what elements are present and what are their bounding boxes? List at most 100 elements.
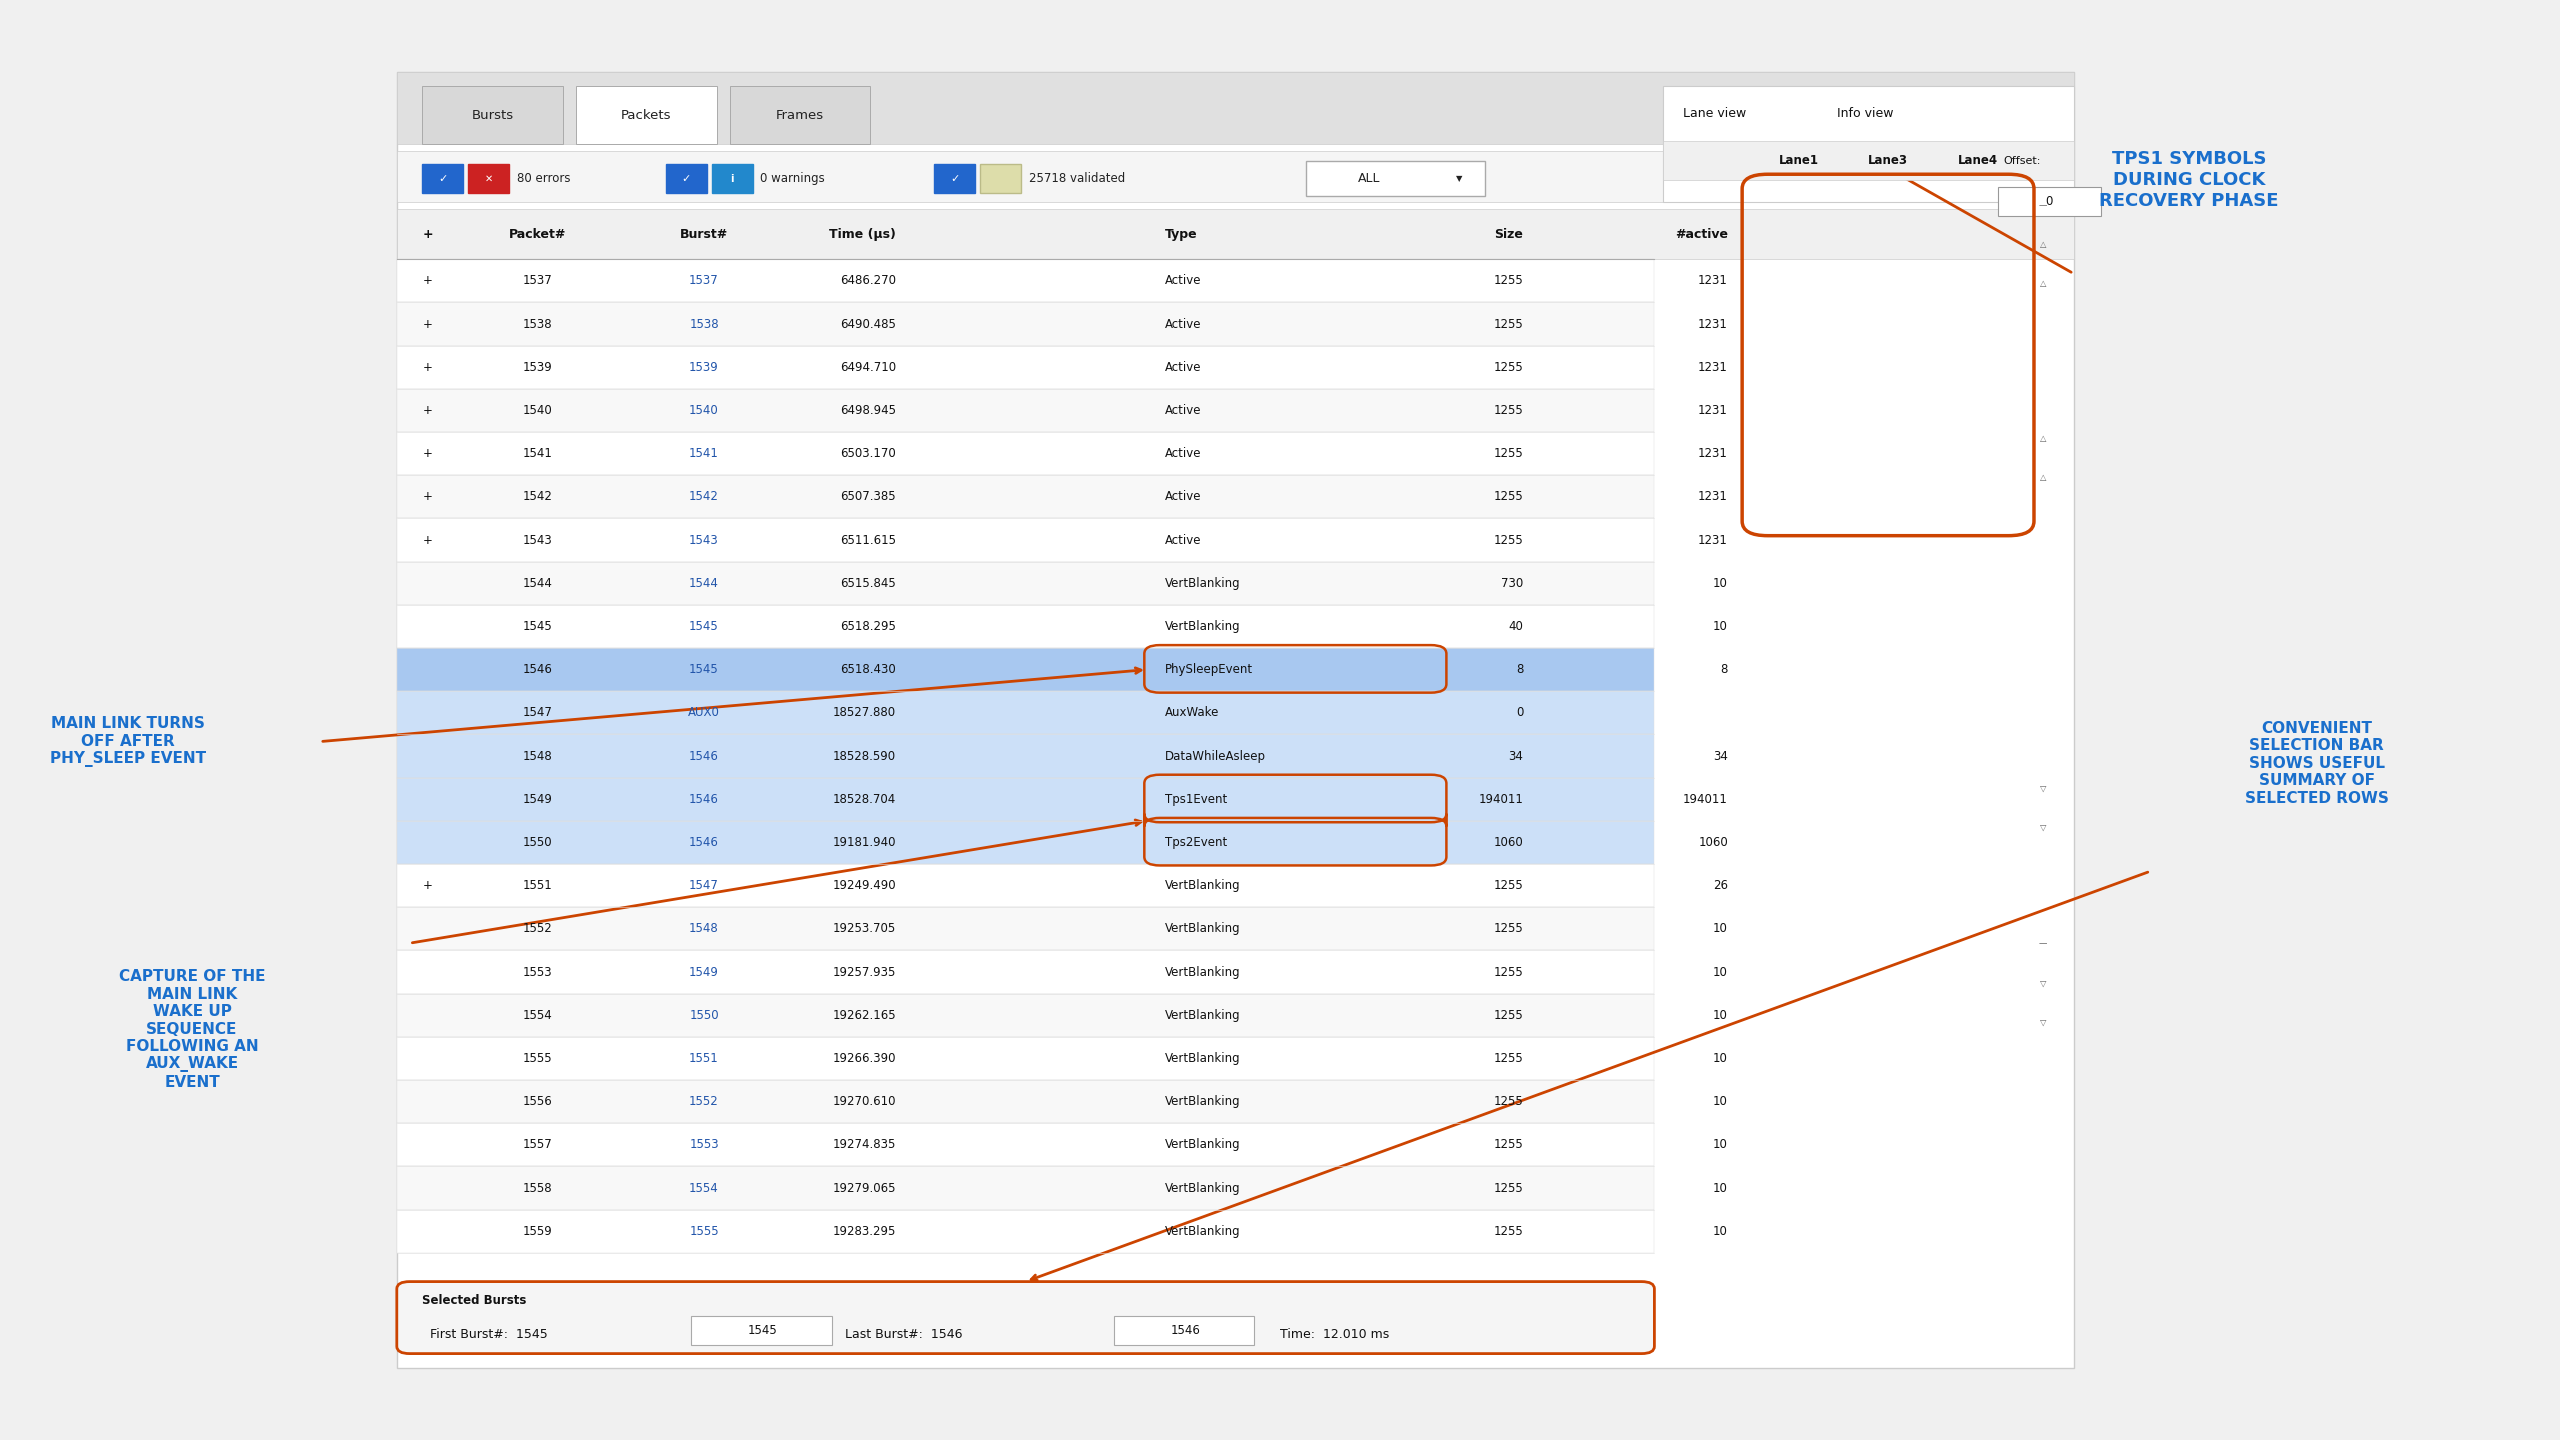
Text: 1555: 1555 (522, 1051, 553, 1066)
Text: VertBlanking: VertBlanking (1165, 1051, 1242, 1066)
Text: 1231: 1231 (1697, 446, 1728, 461)
Bar (397, 734, 1654, 778)
Text: 6515.845: 6515.845 (840, 576, 896, 590)
Text: 1548: 1548 (522, 749, 553, 763)
Text: 1255: 1255 (1492, 1138, 1523, 1152)
Bar (397, 259, 1654, 302)
Text: 6507.385: 6507.385 (840, 490, 896, 504)
Text: Lane3: Lane3 (1869, 154, 1907, 167)
Text: 1540: 1540 (689, 403, 719, 418)
Text: +: + (422, 274, 433, 288)
Text: 1543: 1543 (689, 533, 719, 547)
Bar (397, 691, 1654, 734)
Text: 19279.065: 19279.065 (832, 1181, 896, 1195)
Bar (397, 209, 2074, 259)
Text: 1545: 1545 (748, 1323, 778, 1338)
Text: Info view: Info view (1838, 107, 1894, 121)
Text: 6518.430: 6518.430 (840, 662, 896, 677)
Text: 1255: 1255 (1492, 317, 1523, 331)
Text: 6503.170: 6503.170 (840, 446, 896, 461)
Bar (1114, 1316, 1254, 1345)
Text: DataWhileAsleep: DataWhileAsleep (1165, 749, 1265, 763)
Bar (422, 86, 563, 144)
Text: 1544: 1544 (689, 576, 719, 590)
Text: 10: 10 (1713, 1224, 1728, 1238)
Text: 1546: 1546 (689, 835, 719, 850)
Text: Lane4: Lane4 (1958, 154, 1997, 167)
Text: First Burst#:  1545: First Burst#: 1545 (430, 1328, 548, 1342)
Text: Tps2Event: Tps2Event (1165, 835, 1226, 850)
Text: 1551: 1551 (689, 1051, 719, 1066)
Text: 1255: 1255 (1492, 1008, 1523, 1022)
Bar (397, 907, 1654, 950)
Text: Tps1Event: Tps1Event (1165, 792, 1226, 806)
Text: Frames: Frames (776, 108, 824, 122)
Text: 6498.945: 6498.945 (840, 403, 896, 418)
Bar (397, 302, 1654, 346)
Text: 1540: 1540 (522, 403, 553, 418)
Text: 1555: 1555 (689, 1224, 719, 1238)
Text: 1231: 1231 (1697, 533, 1728, 547)
Text: 1060: 1060 (1492, 835, 1523, 850)
Text: —: — (2038, 200, 2048, 210)
Text: +: + (422, 446, 433, 461)
Text: TPS1 SYMBOLS
DURING CLOCK
RECOVERY PHASE: TPS1 SYMBOLS DURING CLOCK RECOVERY PHASE (2099, 150, 2278, 210)
Bar (397, 432, 1654, 475)
Text: 1547: 1547 (689, 878, 719, 893)
Bar (468, 164, 509, 193)
Text: 1537: 1537 (522, 274, 553, 288)
FancyBboxPatch shape (397, 1282, 1654, 1354)
Bar (397, 950, 1654, 994)
Text: 10: 10 (1713, 1051, 1728, 1066)
Text: 1255: 1255 (1492, 446, 1523, 461)
Text: 6490.485: 6490.485 (840, 317, 896, 331)
Text: 1255: 1255 (1492, 360, 1523, 374)
Text: 10: 10 (1713, 576, 1728, 590)
Text: 194011: 194011 (1682, 792, 1728, 806)
Bar (397, 1210, 1654, 1253)
Bar (397, 1080, 1654, 1123)
Text: i: i (730, 174, 735, 183)
Text: 1546: 1546 (1170, 1323, 1201, 1338)
Bar (397, 994, 1654, 1037)
Bar (397, 518, 1654, 562)
Text: Lane view: Lane view (1684, 107, 1746, 121)
Text: 1255: 1255 (1492, 403, 1523, 418)
Text: 0: 0 (1516, 706, 1523, 720)
Text: △: △ (2040, 278, 2045, 288)
Text: VertBlanking: VertBlanking (1165, 1224, 1242, 1238)
Text: ✓: ✓ (950, 174, 960, 183)
Text: Time (µs): Time (µs) (829, 228, 896, 240)
Text: 8: 8 (1720, 662, 1728, 677)
Text: 1546: 1546 (689, 792, 719, 806)
Bar (397, 72, 2074, 1368)
Text: ▽: ▽ (2040, 783, 2045, 793)
Text: Type: Type (1165, 228, 1198, 240)
Text: Burst#: Burst# (681, 228, 727, 240)
Text: Active: Active (1165, 317, 1201, 331)
Text: AUX0: AUX0 (689, 706, 719, 720)
Text: VertBlanking: VertBlanking (1165, 619, 1242, 634)
Text: 19266.390: 19266.390 (832, 1051, 896, 1066)
Bar (730, 86, 870, 144)
Text: 1553: 1553 (689, 1138, 719, 1152)
Text: 1231: 1231 (1697, 490, 1728, 504)
Text: 19274.835: 19274.835 (832, 1138, 896, 1152)
Text: 1231: 1231 (1697, 274, 1728, 288)
Text: 0: 0 (2045, 194, 2053, 207)
Text: 1255: 1255 (1492, 274, 1523, 288)
Text: +: + (422, 403, 433, 418)
Text: 34: 34 (1713, 749, 1728, 763)
Text: 40: 40 (1508, 619, 1523, 634)
Text: 34: 34 (1508, 749, 1523, 763)
Text: 1060: 1060 (1697, 835, 1728, 850)
Bar (397, 151, 2074, 202)
Bar (397, 1166, 1654, 1210)
Bar (1306, 161, 1485, 196)
Text: Bursts: Bursts (471, 108, 515, 122)
Text: Offset:: Offset: (2004, 156, 2040, 166)
Text: ✕: ✕ (484, 174, 494, 183)
Text: 1551: 1551 (522, 878, 553, 893)
Text: 1255: 1255 (1492, 1181, 1523, 1195)
Text: +: + (422, 360, 433, 374)
